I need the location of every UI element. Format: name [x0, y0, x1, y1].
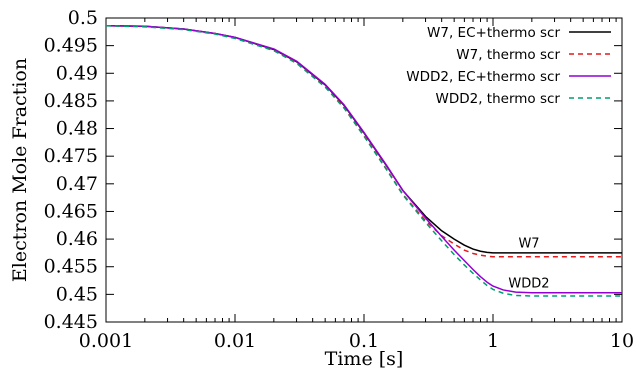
- legend-label-1: W7, thermo scr: [456, 47, 560, 63]
- axis-ticks: 0.001 0.01 0.1 1 10 0.445 0.45 0.455 0.46 0.465 0.…: [44, 7, 635, 352]
- legend-label-0: W7, EC+thermo scr: [427, 25, 560, 41]
- y-tick-label: 0.475: [44, 145, 98, 167]
- x-axis-title: Time [s]: [325, 348, 404, 370]
- x-tick-label: 1: [487, 330, 499, 352]
- y-tick-label: 0.49: [56, 62, 98, 84]
- series-line-3: [105, 24, 622, 297]
- series-line-2: [105, 24, 622, 294]
- y-axis-title: Electron Mole Fraction: [9, 58, 31, 282]
- x-tick-label: 0.001: [79, 330, 133, 352]
- y-tick-label: 0.48: [56, 118, 98, 140]
- y-tick-label: 0.465: [44, 200, 98, 222]
- y-tick-label: 0.455: [44, 256, 98, 278]
- x-tick-label: 0.1: [349, 330, 379, 352]
- legend-label-3: WDD2, thermo scr: [436, 91, 561, 107]
- x-tick-label: 0.01: [214, 330, 256, 352]
- y-tick-label: 0.5: [68, 7, 98, 29]
- legend-label-2: WDD2, EC+thermo scr: [406, 69, 560, 85]
- y-tick-label: 0.495: [44, 35, 98, 57]
- y-tick-label: 0.47: [56, 173, 98, 195]
- annotation-label: W7: [518, 236, 539, 251]
- series-group: [105, 24, 622, 297]
- y-tick-label: 0.485: [44, 90, 98, 112]
- y-tick-label: 0.45: [56, 283, 98, 305]
- legend: W7, EC+thermo scr W7, thermo scr WDD2, EC+…: [406, 25, 611, 107]
- annotations: W7 WDD2: [508, 236, 549, 291]
- x-tick-label: 10: [610, 330, 634, 352]
- annotation-label: WDD2: [508, 277, 549, 292]
- y-tick-label: 0.46: [56, 228, 98, 250]
- y-tick-label: 0.445: [44, 311, 98, 333]
